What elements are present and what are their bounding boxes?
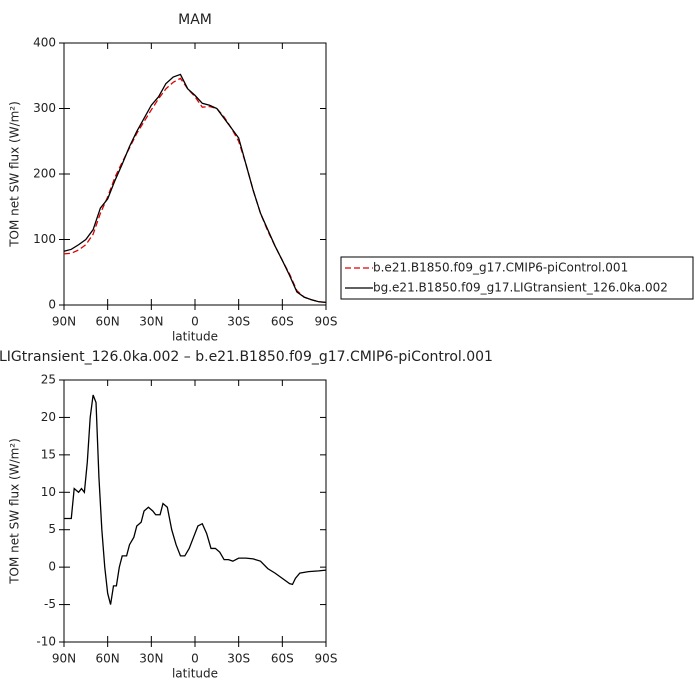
legend-box: [340, 256, 694, 300]
y-tick-label: 5: [48, 522, 56, 536]
x-tick-label: 60S: [271, 652, 294, 666]
chart-title: MAM: [178, 12, 212, 28]
y-axis-label: TOM net SW flux (W/m²): [8, 438, 22, 585]
x-axis-label: latitude: [172, 330, 218, 344]
plot-frame: [63, 379, 327, 643]
legend-label: bg.e21.B1850.f09_g17.LIGtransient_126.0k…: [373, 281, 668, 295]
x-tick-label: 60S: [271, 315, 294, 329]
y-tick-label: -10: [36, 635, 56, 649]
x-tick-label: 0: [191, 315, 199, 329]
y-tick-label: 10: [41, 485, 56, 499]
y-tick-label: 200: [33, 167, 56, 181]
x-tick-label: 90S: [315, 652, 338, 666]
data-line: [63, 73, 327, 304]
x-tick-label: 30S: [227, 652, 250, 666]
plot-frame: [63, 42, 327, 306]
data-line: [64, 394, 327, 605]
x-tick-label: 60N: [96, 652, 120, 666]
x-tick-label: 30N: [139, 315, 163, 329]
y-axis-label: TOM net SW flux (W/m²): [8, 101, 22, 248]
x-axis-label: latitude: [172, 667, 218, 681]
x-tick-label: 90N: [52, 652, 76, 666]
x-tick-label: 30S: [227, 315, 250, 329]
x-tick-label: 90S: [315, 315, 338, 329]
y-tick-label: 100: [33, 232, 56, 246]
y-tick-label: 0: [48, 298, 56, 312]
x-tick-label: 30N: [139, 652, 163, 666]
legend-label: b.e21.B1850.f09_g17.CMIP6-piControl.001: [373, 261, 628, 275]
x-tick-label: 90N: [52, 315, 76, 329]
y-tick-label: 400: [33, 36, 56, 50]
y-tick-label: 300: [33, 101, 56, 115]
y-tick-label: 15: [41, 447, 56, 461]
x-tick-label: 60N: [96, 315, 120, 329]
y-tick-label: 0: [48, 560, 56, 574]
chart-title: LIGtransient_126.0ka.002 – b.e21.B1850.f…: [0, 349, 493, 365]
y-tick-label: 25: [41, 373, 56, 387]
y-tick-label: 20: [41, 410, 56, 424]
y-tick-label: -5: [44, 597, 56, 611]
x-tick-label: 0: [191, 652, 199, 666]
